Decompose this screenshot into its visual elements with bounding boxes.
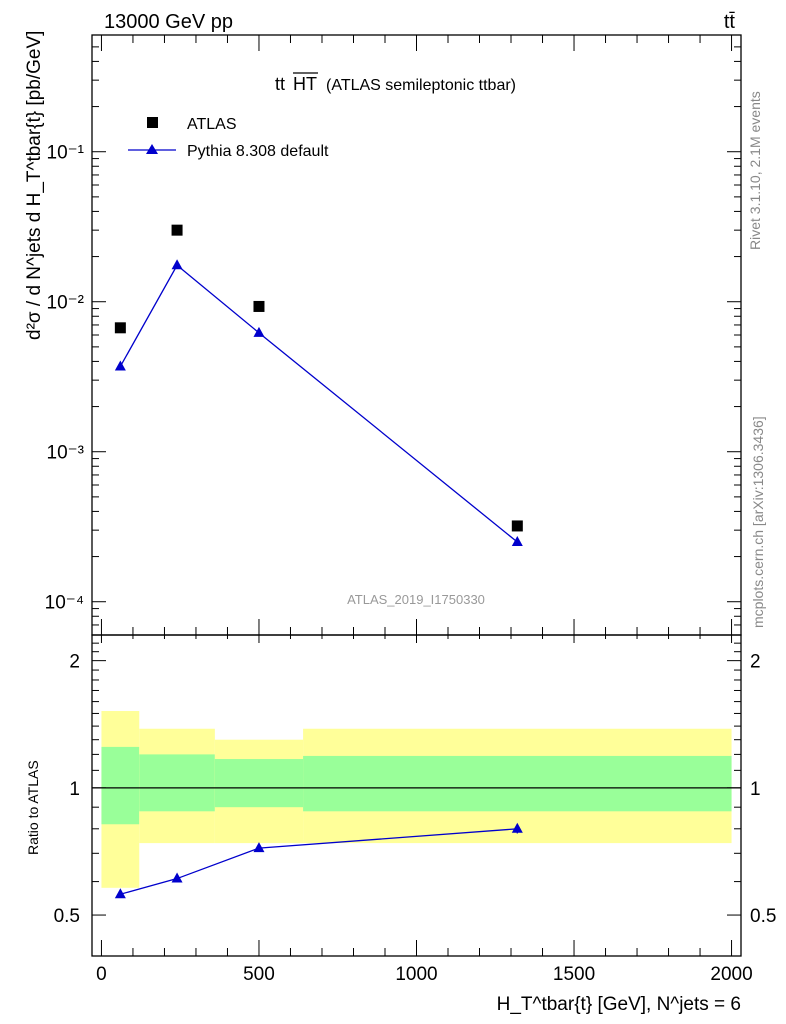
legend-data-marker xyxy=(147,117,158,128)
inner-band xyxy=(214,759,304,808)
title-overline: HT xyxy=(293,74,317,94)
rivet-label: Rivet 3.1.10, 2.1M events xyxy=(747,91,763,250)
legend-mc-marker xyxy=(146,144,158,154)
bottom-panel: 0 500 1000 1500 2000 2 2 1 1 0.5 0.5 xyxy=(54,634,776,985)
mc-point xyxy=(171,259,183,270)
mc-line xyxy=(119,264,518,543)
bottom-y-tick-label: 2 xyxy=(69,652,80,673)
legend-data-label: ATLAS xyxy=(187,116,237,133)
x-tick-label: 1500 xyxy=(553,964,595,985)
bottom-y-tick-label: 0.5 xyxy=(54,906,80,927)
x-axis-title: H_T^tbar{t} [GeV], N^jets = 6 xyxy=(497,994,741,1015)
mc-point xyxy=(114,360,126,371)
data-point xyxy=(511,520,523,532)
bottom-y-tick-label-right: 2 xyxy=(750,652,761,673)
bottom-y-tick-label: 1 xyxy=(69,779,80,800)
bottom-y-tick-label-right: 1 xyxy=(750,779,761,800)
data-point xyxy=(253,300,265,312)
ratio-line xyxy=(120,828,518,895)
inner-band xyxy=(303,755,732,812)
x-tick-label: 0 xyxy=(96,964,107,985)
inner-band xyxy=(101,746,140,825)
process-label: tt̄ xyxy=(724,11,736,33)
mc-point xyxy=(511,536,523,547)
top-y-tick-label: 10⁻¹ xyxy=(47,143,85,164)
top-y-axis-title: d²σ / d N^jets d H_T^tbar{t} [pb/GeV] xyxy=(24,31,45,340)
data-point xyxy=(114,322,126,334)
plot-title: tt HT (ATLAS semileptonic ttbar) xyxy=(275,72,516,94)
inner-band xyxy=(139,754,215,812)
title-main: tt xyxy=(275,74,285,94)
top-y-tick-label: 10⁻⁴ xyxy=(45,593,84,614)
data-point xyxy=(171,224,183,236)
ratio-point xyxy=(114,888,126,899)
ratio-point xyxy=(171,872,183,883)
uncertainty-bands xyxy=(92,711,741,888)
legend-mc-label: Pythia 8.308 default xyxy=(187,143,329,160)
bottom-y-axis-title: Ratio to ATLAS xyxy=(25,760,41,855)
top-y-tick-label: 10⁻³ xyxy=(47,443,85,464)
bottom-y-tick-label-right: 0.5 xyxy=(750,906,776,927)
top-axis-ticks: 10⁻¹ 10⁻² 10⁻³ 10⁻⁴ xyxy=(45,35,741,636)
mc-point xyxy=(253,326,265,337)
mcplots-label: mcplots.cern.ch [arXiv:1306.3436] xyxy=(750,416,766,628)
analysis-label: ATLAS_2019_I1750330 xyxy=(347,592,485,607)
title-sub: (ATLAS semileptonic ttbar) xyxy=(326,77,516,94)
bottom-axis-ticks: 0 500 1000 1500 2000 2 2 1 1 0.5 0.5 xyxy=(54,635,776,985)
top-y-tick-label: 10⁻² xyxy=(47,293,85,314)
x-tick-label: 2000 xyxy=(710,964,752,985)
energy-label: 13000 GeV pp xyxy=(104,11,233,33)
legend: ATLAS Pythia 8.308 default xyxy=(128,116,329,160)
ratio-point xyxy=(511,822,523,833)
ratio-point xyxy=(253,842,265,853)
x-tick-label: 500 xyxy=(243,964,275,985)
x-tick-label: 1000 xyxy=(395,964,437,985)
